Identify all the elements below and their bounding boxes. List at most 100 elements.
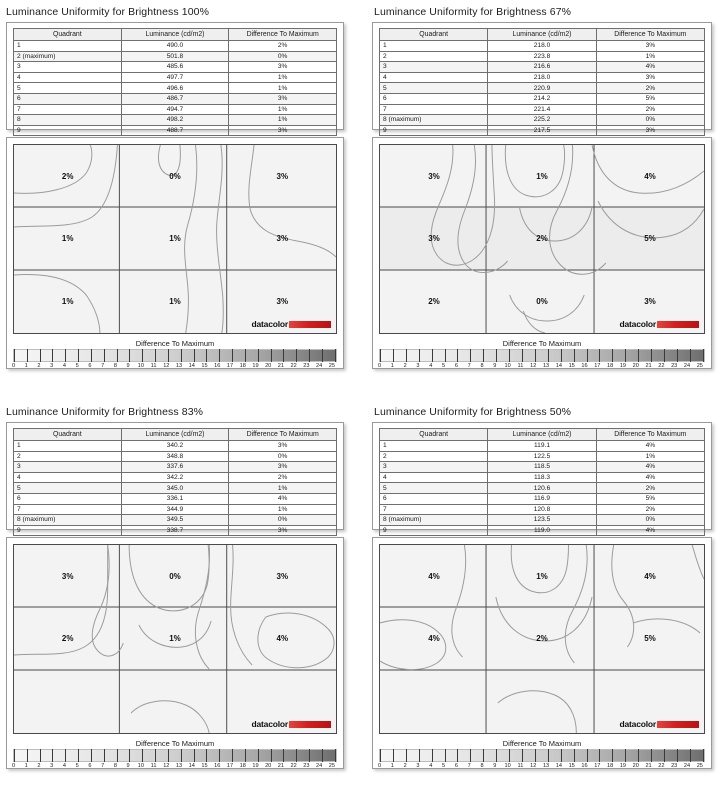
map-cell: 0% bbox=[169, 171, 181, 181]
legend-tick-mark bbox=[334, 749, 336, 762]
table-header-row: Quadrant Luminance (cd/m2) Difference To… bbox=[13, 428, 337, 441]
cell-quadrant: 3 bbox=[13, 61, 122, 73]
cell-difference: 1% bbox=[228, 82, 337, 94]
cell-luminance: 336.1 bbox=[120, 492, 230, 505]
map-label-grid: 2% 0% 3% 1% 1% 3% 1% 1% 3% bbox=[14, 145, 336, 333]
legend-tick-mark bbox=[321, 749, 323, 762]
cell-luminance: 496.6 bbox=[120, 82, 230, 94]
legend-tick-mark bbox=[457, 349, 459, 362]
legend-tick-label: 10 bbox=[504, 363, 511, 369]
legend-tick-mark bbox=[206, 349, 208, 362]
table-row: 6 214.2 5% bbox=[378, 92, 706, 105]
table-row: 5 220.9 2% bbox=[378, 82, 706, 94]
cell-quadrant: 6 bbox=[378, 492, 489, 505]
legend-tick-label: 8 bbox=[480, 363, 484, 369]
cell-luminance: 223.8 bbox=[487, 50, 597, 63]
legend-tick-mark bbox=[509, 749, 511, 762]
map-cell: 0% bbox=[169, 571, 181, 581]
legend-tick-label: 9 bbox=[493, 363, 497, 369]
legend-tick-label: 24 bbox=[316, 363, 323, 369]
legend-tick-label: 11 bbox=[150, 763, 157, 769]
column-header-difference: Difference To Maximum bbox=[595, 28, 706, 41]
legend-tick-labels: 0 1 2 3 4 5 6 7 8 9 10 11 12 13 14 15 16 17 18 19 20 21 22 23 24… bbox=[378, 763, 705, 769]
legend-tick-label: 9 bbox=[126, 763, 130, 769]
color-legend: Difference To Maximum 0 1 2 3 4 5 6 7 8 9 10 11 12 13… bbox=[12, 739, 337, 769]
cell-difference: 2% bbox=[595, 103, 706, 116]
page-title: Luminance Uniformity for Brightness 50% bbox=[374, 406, 572, 418]
legend-tick-mark bbox=[702, 749, 704, 762]
cell-quadrant: 9 bbox=[378, 124, 489, 137]
table-header-row: Quadrant Luminance (cd/m2) Difference To… bbox=[378, 28, 706, 41]
legend-tick-label: 5 bbox=[442, 763, 446, 769]
logo-red-bar-icon bbox=[657, 720, 699, 728]
legend-tick-label: 2 bbox=[37, 763, 41, 769]
legend-tick-label: 17 bbox=[594, 363, 601, 369]
map-cell: 1% bbox=[169, 234, 181, 244]
cell-difference: 1% bbox=[595, 50, 706, 63]
cell-difference: 4% bbox=[595, 440, 706, 452]
legend-tick-mark bbox=[65, 749, 67, 762]
legend-tick-mark bbox=[392, 349, 394, 362]
cell-luminance: 338.7 bbox=[120, 524, 230, 537]
legend-tick-mark bbox=[509, 349, 511, 362]
legend-tick-label: 2 bbox=[403, 363, 407, 369]
cell-luminance: 120.8 bbox=[487, 503, 597, 516]
legend-tick-label: 17 bbox=[226, 363, 234, 369]
report-panel-67: Luminance Uniformity for Brightness 67% … bbox=[368, 0, 720, 400]
legend-tick-mark bbox=[14, 749, 15, 762]
legend-tick-mark bbox=[431, 749, 433, 762]
legend-gradient bbox=[379, 349, 705, 362]
legend-tick-mark bbox=[180, 349, 182, 362]
cell-quadrant: 4 bbox=[13, 471, 122, 484]
uniformity-map-panel: 3% 1% 4% 3% 2% 5% 2% 0% 3% datacolor Dif… bbox=[372, 137, 712, 369]
legend-tick-mark bbox=[78, 349, 80, 362]
legend-tick-mark bbox=[612, 749, 614, 762]
legend-tick-label: 21 bbox=[645, 763, 652, 769]
legend-tick-mark bbox=[689, 749, 691, 762]
legend-tick-label: 17 bbox=[226, 763, 234, 769]
cell-luminance: 349.5 bbox=[120, 514, 230, 526]
legend-tick-label: 14 bbox=[188, 763, 195, 769]
map-cell: 2% bbox=[61, 171, 74, 181]
legend-tick-mark bbox=[676, 749, 678, 762]
table-header-row: Quadrant Luminance (cd/m2) Difference To… bbox=[378, 428, 706, 441]
legend-tick-label: 20 bbox=[632, 763, 639, 769]
legend-tick-mark bbox=[702, 349, 704, 362]
legend-tick-label: 2 bbox=[403, 763, 407, 769]
contour-lines bbox=[14, 145, 336, 333]
cell-difference: 3% bbox=[595, 40, 706, 52]
logo-red-bar-icon bbox=[657, 320, 699, 328]
legend-tick-label: 24 bbox=[683, 363, 691, 369]
cell-difference: 1% bbox=[595, 450, 706, 463]
legend-tick-label: 18 bbox=[239, 363, 246, 369]
legend-tick-mark bbox=[39, 349, 41, 362]
luminance-table: Quadrant Luminance (cd/m2) Difference To… bbox=[378, 28, 706, 137]
legend-tick-mark bbox=[418, 349, 420, 362]
map-cell: 3% bbox=[644, 297, 656, 307]
legend-tick-label: 15 bbox=[568, 363, 575, 369]
map-label-grid: 3% 1% 4% 3% 2% 5% 2% 0% 3% bbox=[380, 145, 704, 333]
cell-luminance: 225.2 bbox=[487, 114, 597, 126]
cell-quadrant: 7 bbox=[13, 503, 122, 516]
map-cell bbox=[380, 670, 488, 733]
legend-gradient bbox=[13, 349, 337, 362]
table-row: 8 (maximum) 123.5 0% bbox=[378, 514, 706, 526]
legend-tick-label: 22 bbox=[658, 763, 665, 769]
cell-difference: 2% bbox=[595, 503, 706, 516]
legend-tick-label: 14 bbox=[188, 363, 195, 369]
legend-tick-mark bbox=[405, 349, 407, 362]
logo-red-bar-icon bbox=[289, 720, 331, 728]
cell-difference: 2% bbox=[595, 482, 706, 494]
legend-tick-mark bbox=[26, 349, 28, 362]
cell-difference: 5% bbox=[595, 492, 706, 505]
cell-quadrant: 4 bbox=[378, 471, 489, 484]
cell-quadrant: 8 (maximum) bbox=[378, 114, 489, 126]
legend-tick-label: 7 bbox=[467, 763, 471, 769]
legend-tick-mark bbox=[129, 349, 131, 362]
legend-tick-mark bbox=[321, 349, 323, 362]
cell-difference: 0% bbox=[228, 450, 337, 463]
legend-gradient bbox=[13, 749, 337, 762]
legend-tick-mark bbox=[663, 349, 665, 362]
legend-tick-mark bbox=[638, 349, 640, 362]
table-row: 2 223.8 1% bbox=[378, 50, 706, 63]
